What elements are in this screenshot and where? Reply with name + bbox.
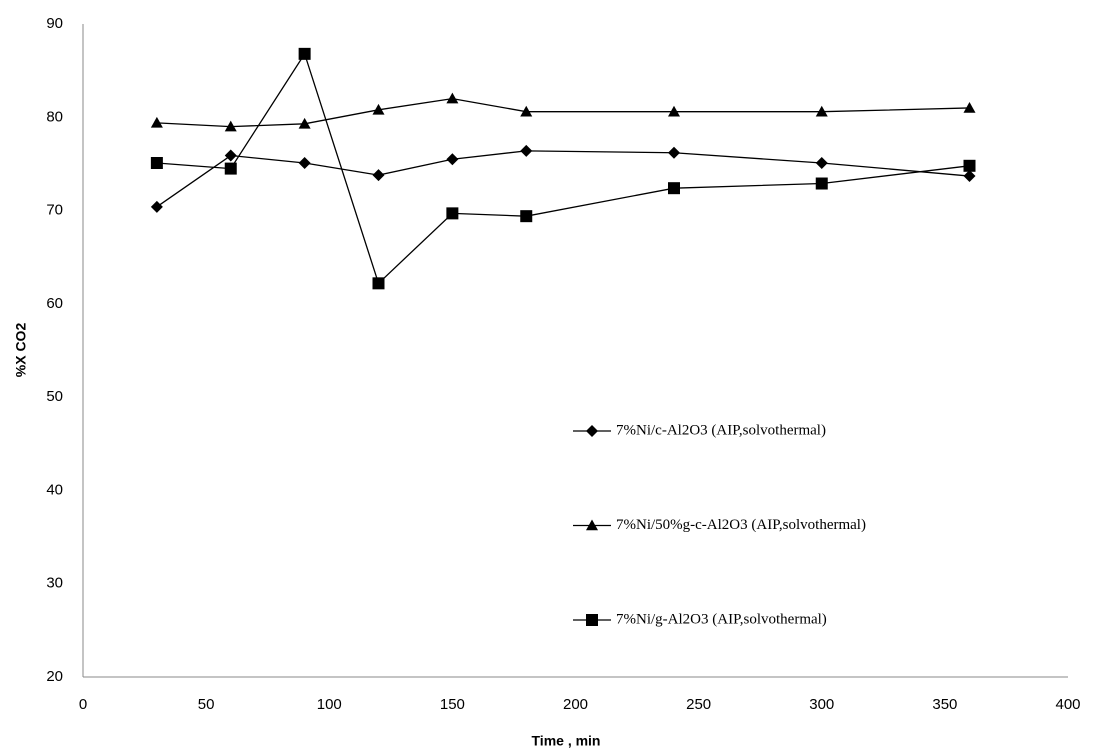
series-line xyxy=(156,150,970,208)
data-point xyxy=(446,92,459,104)
legend-marker xyxy=(586,519,598,531)
data-point xyxy=(963,101,976,113)
data-point xyxy=(668,182,680,195)
data-point xyxy=(963,159,976,172)
legend-marker xyxy=(586,614,598,626)
series-line xyxy=(156,97,970,128)
data-point xyxy=(372,169,385,182)
legend-label: 7%Ni/g-Al2O3 (AIP,solvothermal) xyxy=(616,611,827,627)
data-point xyxy=(150,200,163,213)
data-point xyxy=(446,153,459,166)
data-point xyxy=(446,207,459,220)
x-axis-title: Time , min xyxy=(532,733,601,749)
data-point xyxy=(150,116,163,128)
y-tick-label: 40 xyxy=(46,481,63,498)
data-point xyxy=(298,47,311,60)
data-point xyxy=(372,103,385,115)
legend-label: 7%Ni/50%g-c-Al2O3 (AIP,solvothermal) xyxy=(616,517,866,533)
y-tick-label: 90 xyxy=(46,15,63,32)
y-tick-label: 30 xyxy=(46,575,63,592)
data-point xyxy=(224,149,237,162)
data-point xyxy=(520,144,533,157)
x-tick-label: 150 xyxy=(440,696,465,713)
data-point xyxy=(963,170,976,183)
data-point xyxy=(668,105,680,117)
y-tick-label: 80 xyxy=(46,108,63,125)
series-line xyxy=(156,52,970,285)
y-tick-label: 70 xyxy=(46,202,63,219)
data-point xyxy=(815,105,828,117)
data-point xyxy=(520,105,533,117)
y-tick-label: 60 xyxy=(46,295,63,312)
x-tick-label: 100 xyxy=(317,696,342,713)
x-tick-label: 350 xyxy=(932,696,957,713)
data-point xyxy=(224,120,237,132)
data-point xyxy=(298,156,311,169)
data-point xyxy=(520,210,533,223)
data-point xyxy=(298,117,311,129)
y-tick-label: 50 xyxy=(46,388,63,405)
legend-label: 7%Ni/c-Al2O3 (AIP,solvothermal) xyxy=(616,422,826,438)
x-tick-label: 50 xyxy=(198,696,215,713)
y-axis-title: %X CO2 xyxy=(13,323,29,378)
x-tick-label: 200 xyxy=(563,696,588,713)
x-tick-label: 300 xyxy=(809,696,834,713)
data-point xyxy=(815,156,828,169)
data-point xyxy=(224,162,237,175)
x-tick-label: 400 xyxy=(1055,696,1080,713)
legend-marker xyxy=(586,425,598,437)
data-point xyxy=(150,156,163,169)
x-tick-label: 0 xyxy=(79,696,87,713)
data-point xyxy=(372,277,385,290)
x-tick-label: 250 xyxy=(686,696,711,713)
y-tick-label: 20 xyxy=(46,668,63,685)
data-point xyxy=(668,146,680,159)
data-point xyxy=(815,177,828,190)
